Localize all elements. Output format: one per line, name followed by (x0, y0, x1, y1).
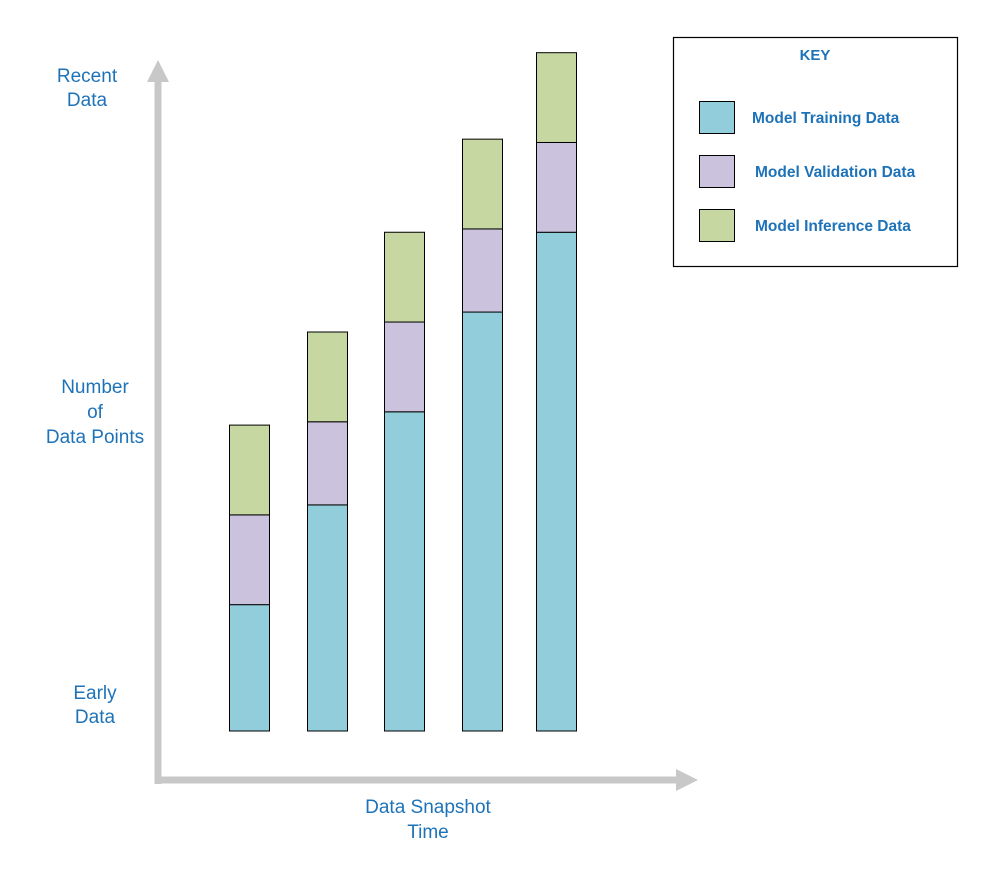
x-axis-arrow (676, 769, 698, 791)
legend-swatch-validation (699, 155, 735, 188)
bar-4-validation (462, 228, 503, 313)
bar-1-validation (229, 514, 270, 606)
bar-3-validation (384, 321, 425, 413)
bar-5-training (536, 231, 577, 732)
y-mid-line-3: Data Points (46, 427, 144, 448)
y-axis-bottom-label: Early Data (73, 683, 117, 728)
bar-5-inference (536, 52, 577, 143)
bar-2-inference (307, 331, 348, 423)
bar-3-training (384, 411, 425, 732)
y-top-line-1: Recent (57, 66, 118, 87)
legend-swatch-training (699, 101, 735, 134)
y-axis-top-label: Recent Data (57, 66, 118, 111)
legend-label-training: Model Training Data (752, 110, 900, 127)
bars-group (229, 52, 577, 732)
y-axis-mid-label: Number of Data Points (46, 377, 144, 448)
legend-title: KEY (800, 47, 831, 64)
y-bottom-line-2: Data (75, 707, 116, 728)
legend-label-inference: Model Inference Data (755, 218, 911, 235)
bar-1-inference (229, 424, 270, 516)
x-axis-label: Data Snapshot Time (365, 797, 491, 843)
legend: KEY Model Training Data Model Validation… (672, 36, 959, 268)
y-axis-arrow (147, 60, 169, 82)
y-top-line-2: Data (67, 90, 108, 111)
bar-2-training (307, 504, 348, 732)
x-label-line-2: Time (407, 822, 449, 843)
y-mid-line-1: Number (61, 377, 129, 398)
bar-2-validation (307, 421, 348, 506)
y-bottom-line-1: Early (73, 683, 117, 704)
bar-4-inference (462, 138, 503, 230)
bar-4-training (462, 311, 503, 732)
legend-swatch-inference (699, 209, 735, 242)
x-label-line-1: Data Snapshot (365, 797, 491, 818)
bar-5-validation (536, 141, 577, 233)
bar-1-training (229, 604, 270, 732)
legend-label-validation: Model Validation Data (755, 164, 916, 181)
axes (147, 60, 698, 791)
y-mid-line-2: of (87, 402, 104, 423)
bar-3-inference (384, 231, 425, 323)
